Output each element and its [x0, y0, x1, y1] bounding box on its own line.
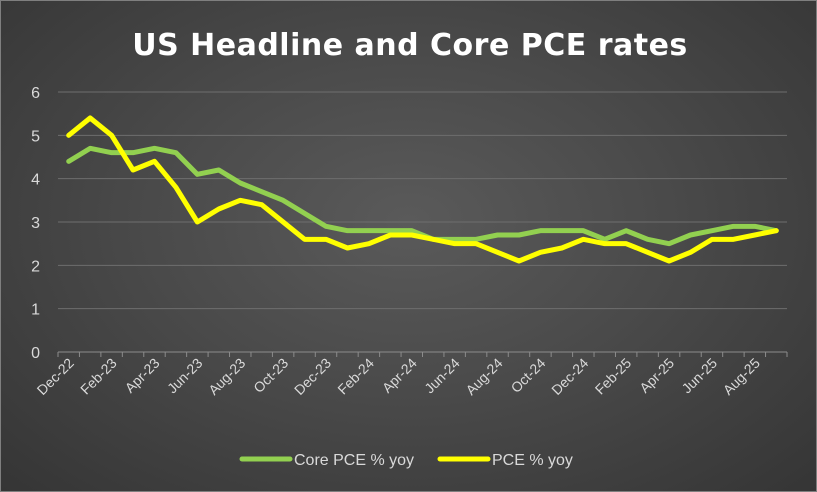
- x-tick-label: Oct-24: [508, 355, 549, 396]
- x-axis-ticks: Dec-22 Feb-23 Apr-23 Jun-23 Aug-23 Oct-23 Dec-…: [34, 355, 763, 398]
- series-line-0: [66, 145, 779, 247]
- y-tick-label: 0: [31, 345, 40, 362]
- gridlines: [57, 91, 788, 357]
- y-axis-ticks: 0 1 2 3 4 5 6: [31, 85, 40, 362]
- x-tick-label: Feb-24: [334, 355, 377, 398]
- x-tick-label: Feb-23: [77, 355, 120, 398]
- legend: Core PCE % yoy PCE % yoy: [239, 452, 573, 469]
- x-tick-label: Aug-25: [720, 355, 763, 398]
- y-tick-label: 1: [31, 302, 40, 319]
- x-tick-label: Oct-23: [250, 355, 291, 396]
- x-tick-label: Dec-24: [548, 355, 591, 398]
- x-tick-label: Dec-22: [34, 355, 77, 398]
- x-tick-label: Aug-24: [462, 355, 505, 398]
- y-tick-label: 6: [31, 85, 40, 102]
- series-line-1: [66, 115, 779, 264]
- y-tick-label: 2: [31, 258, 40, 275]
- chart-title: US Headline and Core PCE rates: [132, 28, 688, 63]
- legend-label: Core PCE % yoy: [294, 452, 414, 469]
- x-tick-label: Jun-23: [164, 355, 206, 397]
- x-tick-label: Jun-24: [421, 355, 463, 397]
- y-tick-label: 4: [31, 172, 40, 189]
- series-lines: [66, 115, 779, 264]
- x-tick-label: Feb-25: [592, 355, 635, 398]
- x-tick-label: Jun-25: [678, 355, 720, 397]
- x-tick-label: Dec-23: [291, 355, 334, 398]
- x-tick-label: Apr-23: [122, 355, 163, 396]
- x-tick-label: Apr-24: [379, 355, 420, 396]
- legend-label: PCE % yoy: [492, 452, 573, 469]
- y-tick-label: 5: [31, 128, 40, 145]
- x-tick-label: Apr-25: [636, 355, 677, 396]
- x-tick-label: Aug-23: [205, 355, 248, 398]
- y-tick-label: 3: [31, 215, 40, 232]
